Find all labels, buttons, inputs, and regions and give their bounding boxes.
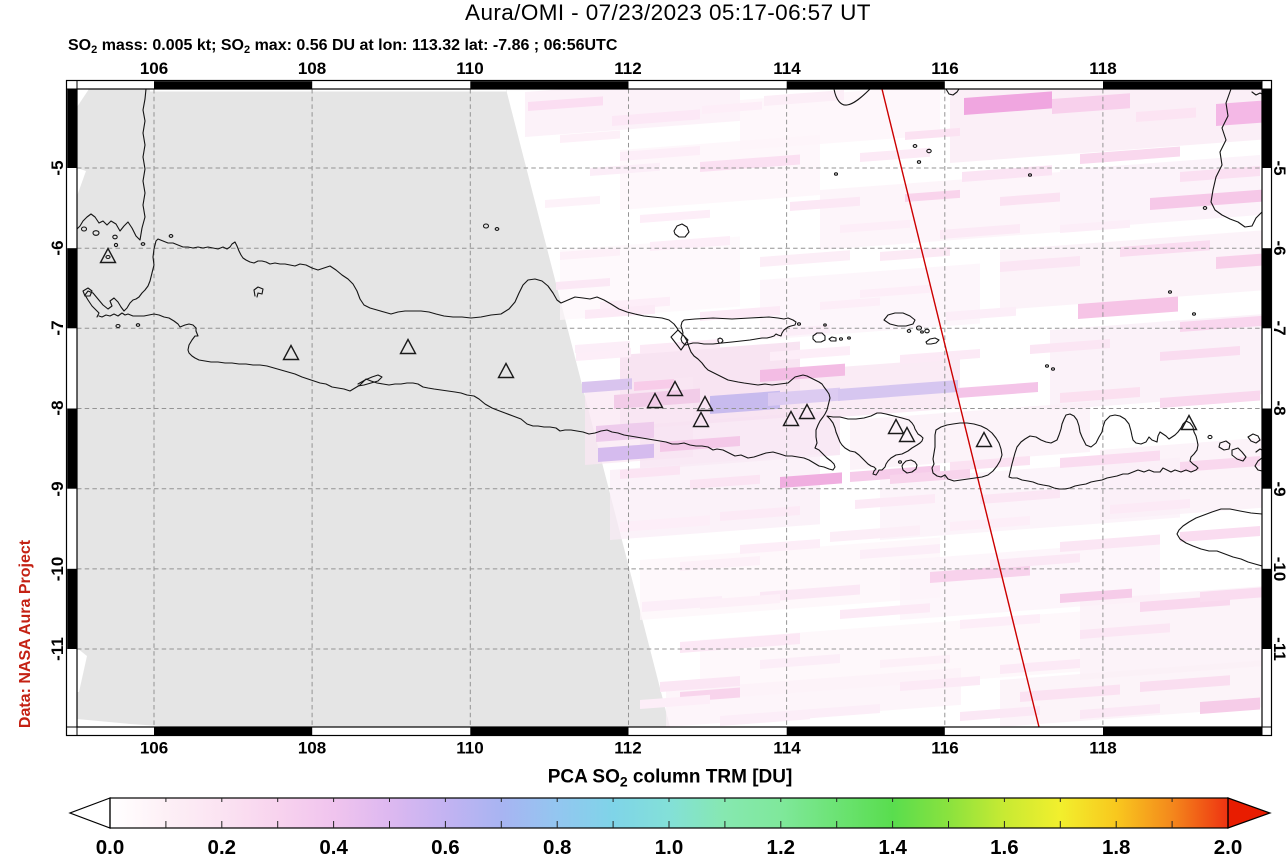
svg-text:-5: -5 (48, 160, 67, 175)
svg-text:1.4: 1.4 (878, 836, 907, 855)
svg-text:1.2: 1.2 (767, 836, 796, 855)
svg-text:112: 112 (614, 739, 641, 758)
svg-text:0.4: 0.4 (319, 836, 348, 855)
svg-text:SO2 mass: 0.005 kt; SO2 max: 0: SO2 mass: 0.005 kt; SO2 max: 0.56 DU at … (68, 37, 618, 56)
svg-text:110: 110 (456, 739, 483, 758)
svg-text:0.6: 0.6 (431, 836, 460, 855)
svg-text:PCA SO2 column TRM [DU]: PCA SO2 column TRM [DU] (548, 767, 793, 790)
svg-text:-9: -9 (1270, 481, 1288, 496)
svg-text:1.8: 1.8 (1102, 836, 1131, 855)
svg-text:-6: -6 (48, 240, 67, 255)
svg-text:106: 106 (140, 59, 168, 78)
svg-text:1.0: 1.0 (655, 836, 684, 855)
svg-text:-11: -11 (48, 637, 67, 661)
svg-text:1.6: 1.6 (990, 836, 1019, 855)
svg-text:0.0: 0.0 (96, 836, 125, 855)
svg-text:-10: -10 (48, 557, 67, 582)
svg-text:-5: -5 (1270, 160, 1288, 175)
svg-text:-11: -11 (1270, 637, 1288, 661)
svg-text:114: 114 (773, 59, 801, 78)
svg-text:-9: -9 (48, 481, 67, 496)
svg-text:0.8: 0.8 (543, 836, 572, 855)
svg-text:Data: NASA Aura Project: Data: NASA Aura Project (17, 539, 34, 728)
svg-text:-10: -10 (1270, 557, 1288, 582)
svg-text:-7: -7 (48, 320, 67, 335)
svg-text:108: 108 (298, 739, 326, 758)
svg-text:118: 118 (1089, 59, 1116, 78)
svg-text:118: 118 (1089, 739, 1116, 758)
svg-text:114: 114 (773, 739, 801, 758)
svg-text:-8: -8 (1270, 400, 1288, 415)
svg-text:-8: -8 (48, 400, 67, 415)
svg-text:0.2: 0.2 (208, 836, 237, 855)
svg-text:-6: -6 (1270, 240, 1288, 255)
svg-text:106: 106 (140, 739, 168, 758)
svg-text:110: 110 (456, 59, 483, 78)
svg-text:-7: -7 (1270, 320, 1288, 335)
svg-text:116: 116 (931, 739, 958, 758)
svg-text:108: 108 (298, 59, 326, 78)
svg-text:2.0: 2.0 (1214, 836, 1243, 855)
svg-text:112: 112 (614, 59, 641, 78)
svg-text:Aura/OMI - 07/23/2023 05:17-06: Aura/OMI - 07/23/2023 05:17-06:57 UT (465, 0, 871, 25)
svg-text:116: 116 (931, 59, 958, 78)
